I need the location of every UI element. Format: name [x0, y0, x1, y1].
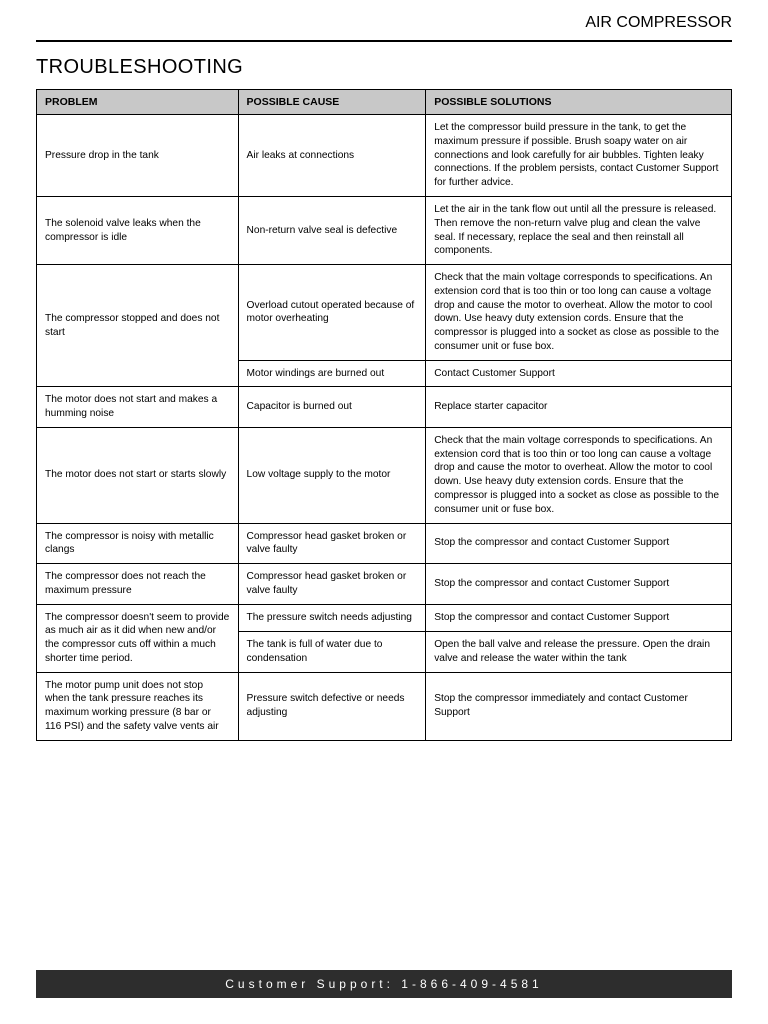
footer-bar: Customer Support: 1-866-409-4581 — [36, 970, 732, 998]
cell-cause: Motor windings are burned out — [238, 360, 426, 387]
table-row: The motor does not start and makes a hum… — [37, 387, 732, 428]
col-cause: POSSIBLE CAUSE — [238, 90, 426, 115]
cell-cause: Pressure switch defective or needs adjus… — [238, 672, 426, 740]
cell-solution: Check that the main voltage corresponds … — [426, 265, 732, 361]
cell-problem: The motor does not start and makes a hum… — [37, 387, 239, 428]
table-body: Pressure drop in the tankAir leaks at co… — [37, 115, 732, 741]
troubleshooting-table-wrap: PROBLEM POSSIBLE CAUSE POSSIBLE SOLUTION… — [0, 89, 768, 942]
page-header: AIR COMPRESSOR — [0, 0, 768, 36]
cell-cause: Capacitor is burned out — [238, 387, 426, 428]
table-row: The motor pump unit does not stop when t… — [37, 672, 732, 740]
table-header-row: PROBLEM POSSIBLE CAUSE POSSIBLE SOLUTION… — [37, 90, 732, 115]
table-row: The motor does not start or starts slowl… — [37, 427, 732, 523]
table-row: The compressor is noisy with metallic cl… — [37, 523, 732, 564]
col-problem: PROBLEM — [37, 90, 239, 115]
cell-solution: Stop the compressor and contact Customer… — [426, 604, 732, 631]
table-row: Pressure drop in the tankAir leaks at co… — [37, 115, 732, 197]
cell-problem: The motor pump unit does not stop when t… — [37, 672, 239, 740]
table-row: The compressor does not reach the maximu… — [37, 564, 732, 605]
cell-cause: The pressure switch needs adjusting — [238, 604, 426, 631]
cell-cause: Compressor head gasket broken or valve f… — [238, 564, 426, 605]
cell-problem: The compressor doesn't seem to provide a… — [37, 604, 239, 672]
cell-cause: Compressor head gasket broken or valve f… — [238, 523, 426, 564]
cell-cause: Low voltage supply to the motor — [238, 427, 426, 523]
cell-cause: Air leaks at connections — [238, 115, 426, 197]
table-row: The solenoid valve leaks when the compre… — [37, 197, 732, 265]
cell-cause: Overload cutout operated because of moto… — [238, 265, 426, 361]
cell-solution: Stop the compressor immediately and cont… — [426, 672, 732, 740]
cell-solution: Stop the compressor and contact Customer… — [426, 523, 732, 564]
col-solution: POSSIBLE SOLUTIONS — [426, 90, 732, 115]
cell-solution: Let the air in the tank flow out until a… — [426, 197, 732, 265]
header-title: AIR COMPRESSOR — [585, 14, 732, 31]
cell-problem: The compressor is noisy with metallic cl… — [37, 523, 239, 564]
document-page: AIR COMPRESSOR TROUBLESHOOTING PROBLEM P… — [0, 0, 768, 1024]
troubleshooting-table: PROBLEM POSSIBLE CAUSE POSSIBLE SOLUTION… — [36, 89, 732, 741]
cell-problem: The solenoid valve leaks when the compre… — [37, 197, 239, 265]
cell-problem: Pressure drop in the tank — [37, 115, 239, 197]
cell-cause: Non-return valve seal is defective — [238, 197, 426, 265]
table-row: The compressor stopped and does not star… — [37, 265, 732, 361]
table-row: The compressor doesn't seem to provide a… — [37, 604, 732, 631]
cell-cause: The tank is full of water due to condens… — [238, 631, 426, 672]
cell-solution: Stop the compressor and contact Customer… — [426, 564, 732, 605]
cell-solution: Contact Customer Support — [426, 360, 732, 387]
cell-solution: Replace starter capacitor — [426, 387, 732, 428]
bottom-margin — [0, 998, 768, 1024]
cell-solution: Open the ball valve and release the pres… — [426, 631, 732, 672]
cell-problem: The motor does not start or starts slowl… — [37, 427, 239, 523]
cell-solution: Check that the main voltage corresponds … — [426, 427, 732, 523]
cell-problem: The compressor does not reach the maximu… — [37, 564, 239, 605]
footer-text: Customer Support: 1-866-409-4581 — [225, 977, 542, 991]
cell-problem: The compressor stopped and does not star… — [37, 265, 239, 387]
cell-solution: Let the compressor build pressure in the… — [426, 115, 732, 197]
section-title: TROUBLESHOOTING — [0, 42, 768, 89]
